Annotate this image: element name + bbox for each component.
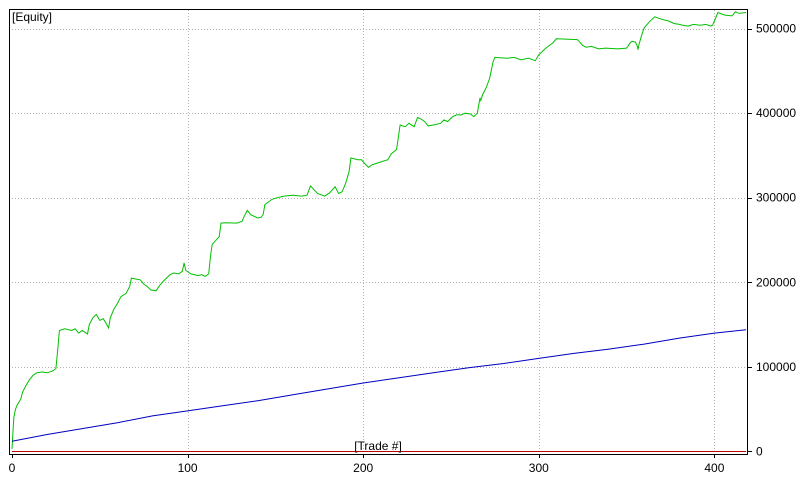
x-tick-label: 100 [178, 461, 198, 475]
x-axis-label: [Trade #] [354, 439, 402, 453]
x-tick-label: 400 [704, 461, 724, 475]
y-tick-label: 0 [756, 444, 763, 458]
y-tick-label: 200000 [756, 275, 796, 289]
x-tick-label: 0 [9, 461, 16, 475]
baseline-series [11, 329, 747, 442]
y-tick-label: 500000 [756, 22, 796, 36]
grid-layer [12, 10, 746, 454]
y-tick-label: 100000 [756, 360, 796, 374]
chart-title: [Equity] [12, 10, 52, 24]
plot-frame [9, 9, 748, 455]
x-tick-label: 200 [353, 461, 373, 475]
tick-layer: 0 100 200 300 400 0 100000 200000 300000 400000 50… [9, 22, 797, 475]
equity-series [11, 11, 747, 449]
series-layer [11, 11, 747, 452]
y-tick-label: 400000 [756, 106, 796, 120]
x-tick-label: 300 [529, 461, 549, 475]
y-tick-label: 300000 [756, 191, 796, 205]
